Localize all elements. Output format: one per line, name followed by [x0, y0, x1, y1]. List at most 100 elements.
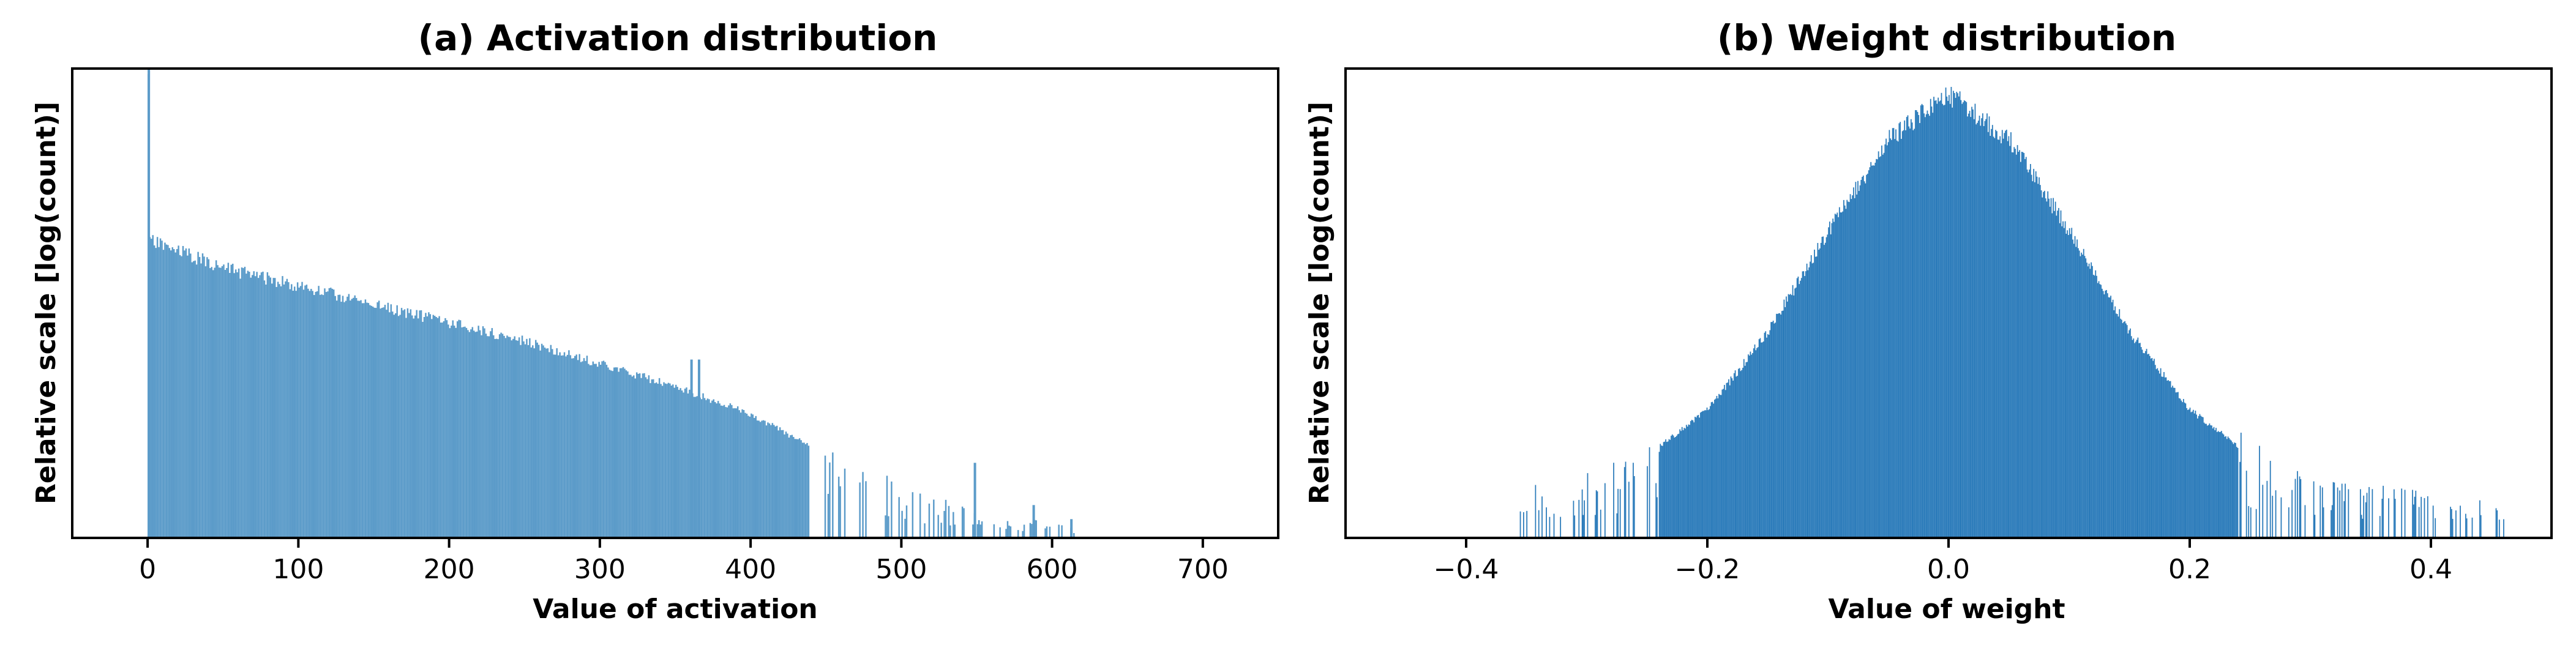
histogram-bar	[1957, 93, 1958, 538]
histogram-bar	[289, 289, 291, 538]
histogram-bar	[1959, 91, 1961, 538]
histogram-bar	[658, 378, 661, 538]
histogram-bar	[1613, 463, 1614, 538]
histogram-bar	[1693, 422, 1695, 538]
histogram-bar	[1996, 131, 1998, 539]
histogram-bar	[2361, 515, 2362, 538]
histogram-bar	[238, 268, 240, 538]
histogram-bar	[321, 294, 323, 538]
histogram-bar	[253, 271, 255, 538]
histogram-bar	[198, 256, 201, 538]
histogram-bar	[1519, 511, 1521, 538]
histogram-bar	[804, 444, 807, 538]
histogram-bar	[716, 403, 717, 538]
histogram-bar	[1907, 115, 1909, 538]
histogram-bar	[1943, 105, 1944, 538]
histogram-bar	[2240, 433, 2242, 538]
histogram-bar	[406, 308, 409, 538]
histogram-bar	[386, 310, 388, 538]
histogram-bar	[302, 289, 305, 538]
histogram-bar	[801, 442, 804, 538]
histogram-bar	[774, 426, 776, 538]
histogram-bar	[1921, 103, 1923, 538]
histogram-bar	[370, 305, 373, 538]
histogram-bar	[1769, 330, 1771, 538]
histogram-bar	[888, 516, 889, 538]
histogram-bar	[2117, 316, 2119, 538]
histogram-bar	[467, 330, 469, 538]
histogram-bar	[527, 345, 530, 538]
histogram-bar	[2121, 319, 2122, 538]
histogram-bar	[681, 390, 683, 538]
histogram-bar	[933, 499, 935, 538]
histogram-bar	[1730, 376, 1732, 538]
histogram-bar	[1987, 132, 1989, 538]
histogram-bar	[432, 315, 434, 538]
histogram-bar	[1816, 256, 1818, 538]
histogram-bar	[1944, 105, 1945, 538]
histogram-bar	[2212, 428, 2214, 538]
histogram-bar	[2414, 496, 2416, 538]
histogram-bar	[1549, 516, 1551, 538]
histogram-bar	[318, 286, 320, 538]
histogram-bar	[824, 455, 826, 538]
histogram-bar	[2037, 184, 2039, 538]
histogram-bar	[438, 316, 440, 538]
histogram-bar	[1728, 379, 1729, 538]
histogram-bar	[577, 360, 579, 538]
histogram-bar	[2366, 493, 2368, 538]
histogram-bar	[236, 272, 238, 538]
histogram-bar	[1843, 199, 1844, 538]
histogram-bar	[1008, 525, 1010, 538]
histogram-bar	[2197, 418, 2198, 538]
histogram-bar	[1766, 337, 1767, 538]
histogram-bar	[1780, 315, 1781, 538]
histogram-bar	[1810, 255, 1812, 538]
histogram-bar	[1747, 362, 1748, 538]
histogram-bar	[301, 281, 303, 538]
histogram-bar	[327, 291, 329, 538]
histogram-bar	[1977, 122, 1978, 538]
histogram-bar	[400, 308, 403, 538]
histogram-bar	[2015, 154, 2017, 538]
histogram-bar	[2023, 152, 2025, 539]
histogram-bar	[661, 386, 664, 538]
histogram-bar	[1617, 488, 1619, 538]
histogram-spike	[1032, 505, 1035, 538]
histogram-bar	[1892, 128, 1893, 538]
histogram-bar	[2086, 263, 2087, 538]
histogram-bar	[1893, 128, 1895, 538]
histogram-bar	[1757, 347, 1759, 538]
histogram-bar	[2237, 447, 2239, 538]
histogram-bar	[1820, 242, 1822, 538]
histogram-bar	[2099, 284, 2101, 538]
histogram-bar	[2230, 439, 2231, 538]
histogram-bar	[1852, 195, 1853, 538]
histogram-bar	[1755, 350, 1757, 538]
histogram-bar	[372, 307, 374, 538]
histogram-bar	[373, 307, 375, 538]
histogram-bar	[651, 379, 653, 538]
histogram-bar	[1894, 139, 1896, 538]
histogram-bar	[621, 368, 623, 538]
histogram-bar	[1897, 141, 1899, 539]
histogram-bar	[299, 286, 302, 538]
histogram-bar	[2087, 266, 2089, 538]
histogram-bar	[793, 437, 795, 538]
histogram-bar	[541, 343, 543, 538]
histogram-bar	[739, 412, 742, 538]
histogram-bar	[1991, 129, 1992, 538]
histogram-bar	[1778, 313, 1780, 538]
histogram-bar	[1666, 442, 1668, 538]
histogram-bar	[1817, 243, 1819, 538]
histogram-bar	[2206, 425, 2208, 538]
histogram-bar	[397, 316, 400, 538]
histogram-bar	[2062, 221, 2064, 538]
histogram-bar	[891, 481, 893, 538]
histogram-bar	[785, 431, 787, 538]
histogram-bar	[2394, 499, 2396, 538]
histogram-bar	[2154, 365, 2156, 538]
histogram-bar	[536, 342, 538, 538]
histogram-bar	[288, 282, 290, 538]
histogram-bar	[2188, 409, 2190, 538]
